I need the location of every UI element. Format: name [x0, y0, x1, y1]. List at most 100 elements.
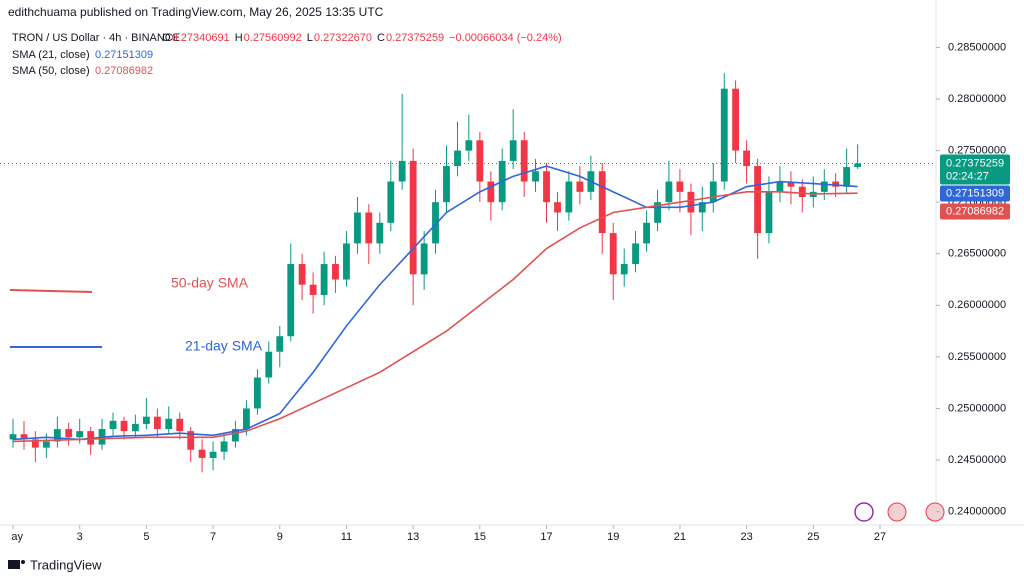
candle-body [220, 441, 228, 452]
candle-body [443, 166, 450, 203]
candle-body [165, 418, 173, 430]
legend-entry: SMA (50, close) [12, 65, 90, 77]
candle-body [142, 416, 150, 424]
sma-badge-label: 0.27151309 [946, 187, 1004, 199]
candle-body [42, 441, 50, 448]
sma-line [12, 191, 858, 443]
candle-body [398, 160, 406, 182]
candle-body [520, 140, 528, 182]
x-tick-label: ay [11, 531, 23, 543]
candle-body [632, 243, 639, 265]
candle-body [654, 202, 661, 223]
plot [9, 73, 862, 473]
candle-body [609, 233, 617, 275]
candle-body [687, 191, 695, 213]
candle-body [576, 181, 584, 192]
candle-body [109, 420, 117, 430]
candle-body [287, 264, 295, 337]
candle-body [332, 264, 339, 280]
candle-body [432, 202, 439, 244]
candle-body [20, 434, 28, 440]
sma-line [12, 165, 858, 441]
x-tick-label: 15 [474, 531, 486, 543]
candle-body [198, 449, 206, 458]
x-tick-label: 27 [874, 531, 886, 543]
candle-body [532, 171, 539, 182]
candle-body [665, 181, 673, 203]
candle-body [598, 171, 606, 234]
x-tick-label: 3 [77, 531, 83, 543]
y-tick-label: 0.24000000 [948, 505, 1006, 517]
ohlc-key: L [307, 32, 313, 44]
candle-body [354, 212, 361, 244]
price-badge-label: 0.27375259 [946, 157, 1004, 169]
candle-body [854, 163, 862, 168]
candle-body [787, 181, 795, 187]
candle-body [420, 243, 428, 275]
candle-body [465, 140, 473, 151]
x-tick-label: 23 [740, 531, 752, 543]
candle-body [454, 150, 461, 167]
sma-badge [940, 203, 1010, 220]
ohlc-value: 0.27322670 [314, 32, 372, 44]
candle-body [698, 202, 706, 213]
candle-body [120, 420, 128, 432]
candle-body [487, 181, 495, 203]
x-tick-label: 5 [143, 531, 149, 543]
candle-body [343, 243, 350, 280]
candle-body [543, 171, 550, 203]
y-tick-label: 0.26500000 [948, 248, 1006, 260]
candle-body [509, 140, 517, 161]
sma-badge-label: 0.27086982 [946, 205, 1004, 217]
candle-body [676, 181, 684, 192]
candle-body [743, 150, 751, 167]
candle-body [832, 181, 840, 187]
candle-body [153, 416, 161, 430]
candle-body [187, 431, 195, 450]
ohlc-value: 0.27560992 [244, 32, 302, 44]
candle-body [709, 181, 717, 203]
y-tick-label: 0.25500000 [948, 351, 1006, 363]
x-tick-label: 7 [210, 531, 216, 543]
y-tick-label: 0.28500000 [948, 41, 1006, 53]
ohlc-key: O [162, 32, 171, 44]
candle-body [76, 431, 84, 438]
annotation: 50-day SMA [171, 275, 249, 291]
x-tick-label: 25 [807, 531, 819, 543]
candle-body [365, 212, 373, 244]
y-tick-label: 0.24500000 [948, 454, 1006, 466]
candle-body [9, 434, 17, 440]
icons [854, 502, 945, 522]
legend-value: 0.27151309 [95, 49, 153, 61]
x-tick-label: 19 [607, 531, 619, 543]
x-tick-label: 11 [341, 531, 352, 543]
candle-body [754, 166, 762, 234]
annotation: 21-day SMA [185, 338, 263, 354]
x-tick-label: 13 [407, 531, 419, 543]
y-tick-label: 0.27500000 [948, 144, 1006, 156]
sma-badge [940, 185, 1010, 202]
candle-body [554, 202, 561, 213]
candle-body [31, 439, 39, 448]
x-tick-label: 9 [277, 531, 283, 543]
ohlc-value: 0.27340691 [172, 32, 230, 44]
candle-body [309, 284, 317, 295]
candle-body [298, 264, 306, 285]
candle-body [843, 167, 851, 187]
candle-body [620, 264, 628, 275]
candle-body [565, 181, 573, 213]
candle-body [243, 408, 250, 430]
candle-body [643, 222, 650, 244]
candle-body [387, 181, 395, 223]
candle-body [209, 451, 217, 458]
y-tick-label: 0.26000000 [948, 299, 1006, 311]
candle-body [776, 181, 784, 192]
candle-body [798, 186, 806, 198]
y-tick-label: 0.25000000 [948, 402, 1006, 414]
candle-body [276, 336, 284, 352]
y-tick-label: 0.28000000 [948, 93, 1006, 105]
legend-value: 0.27086982 [95, 65, 153, 77]
candle-body [732, 88, 740, 151]
